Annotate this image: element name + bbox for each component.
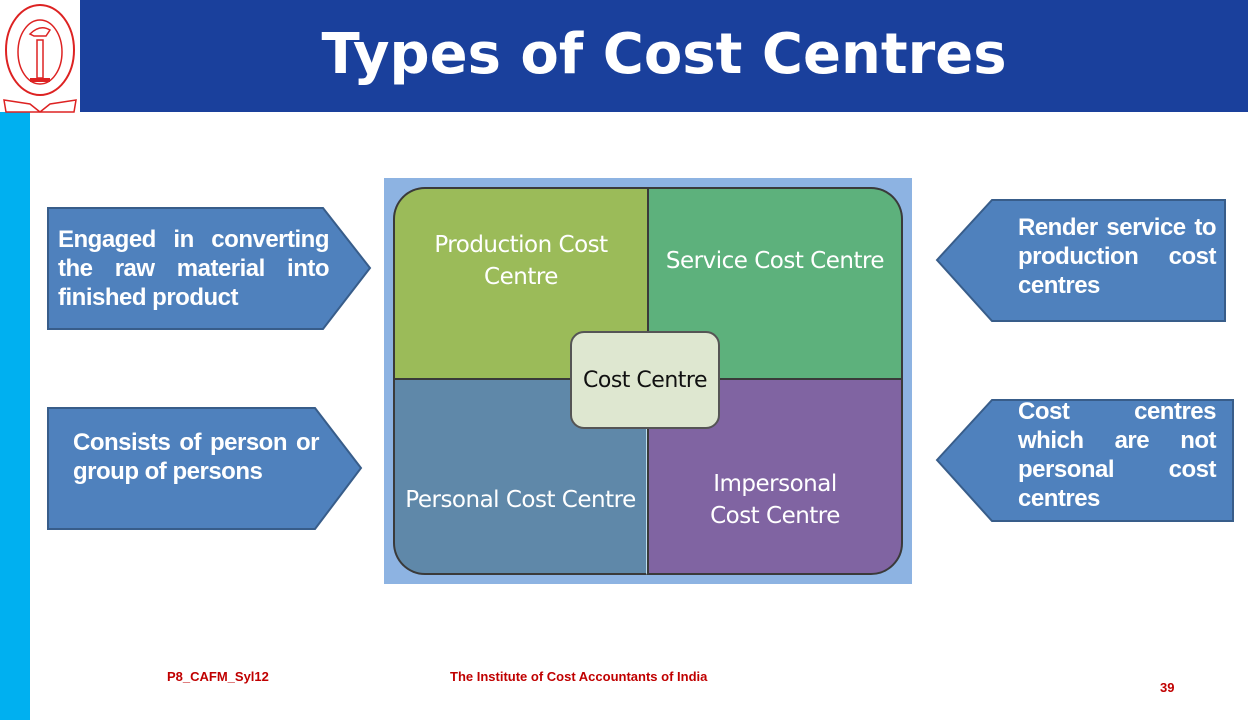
center-cost-centre: Cost Centre: [570, 331, 720, 429]
page-title: Types of Cost Centres: [321, 22, 1007, 87]
callout-service: Render service to production cost centre…: [935, 199, 1227, 322]
header-bar: Types of Cost Centres: [80, 0, 1248, 112]
callout-production: Engaged in converting the raw material i…: [47, 207, 372, 330]
cost-centre-diagram: Production Cost Centre Service Cost Cent…: [384, 178, 912, 584]
callout-personal: Consists of person or group of persons: [47, 407, 363, 530]
page-number: 39: [1160, 680, 1175, 695]
callout-impersonal: Cost centres which are not personal cost…: [935, 398, 1235, 522]
footer-institute: The Institute of Cost Accountants of Ind…: [450, 669, 708, 684]
impersonal-label: Impersonal Cost Centre: [710, 471, 840, 529]
personal-label: Personal Cost Centre: [405, 487, 636, 513]
institute-logo: [0, 0, 80, 118]
production-label: Production Cost Centre: [434, 232, 608, 290]
footer-code: P8_CAFM_Syl12: [167, 669, 269, 684]
side-strip: [0, 112, 30, 720]
service-label: Service Cost Centre: [665, 248, 885, 274]
